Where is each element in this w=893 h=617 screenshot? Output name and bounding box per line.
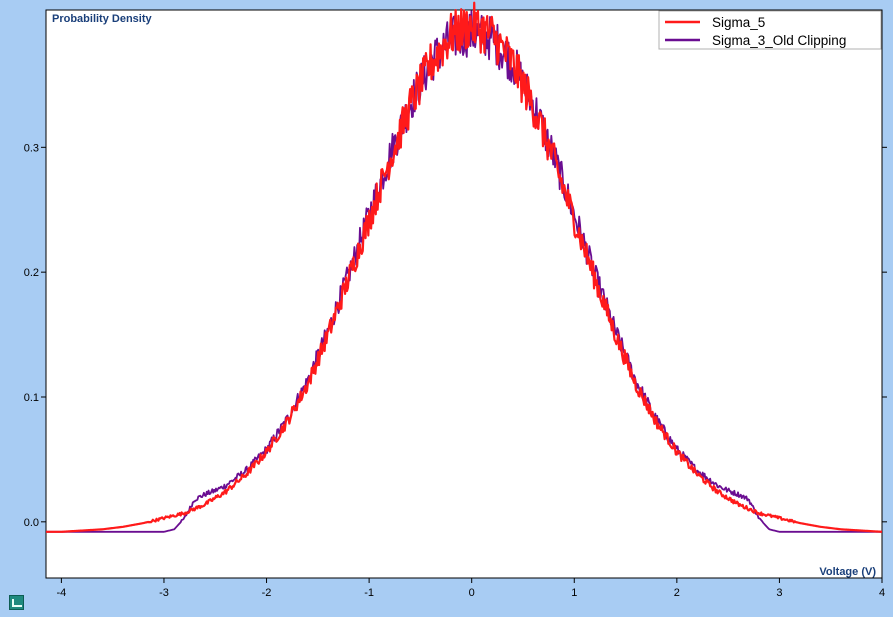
chart-icon[interactable] xyxy=(9,595,24,610)
legend-label: Sigma_3_Old Clipping xyxy=(712,33,846,48)
x-tick-label: 1 xyxy=(571,587,577,599)
legend-label: Sigma_5 xyxy=(712,15,765,30)
x-tick-label: 3 xyxy=(776,587,782,599)
series-line-sigma-5 xyxy=(45,1,883,533)
x-tick-label: -3 xyxy=(159,587,169,599)
tick-layer: -4 -3 -2 -1 0 1 2 3 4 0.0 0.1 0.2 0.3 xyxy=(24,142,887,599)
x-tick-label: 4 xyxy=(879,587,885,599)
y-axis-title: Probability Density xyxy=(52,13,153,25)
legend[interactable]: Sigma_5 Sigma_3_Old Clipping xyxy=(658,10,882,50)
x-tick-label: 2 xyxy=(674,587,680,599)
x-tick-label: -1 xyxy=(364,587,374,599)
y-tick-label: 0.1 xyxy=(24,392,39,404)
series-line-sigma-3-old-clipping xyxy=(46,10,882,533)
y-tick-label: 0.2 xyxy=(24,267,39,279)
x-tick-label: -2 xyxy=(262,587,272,599)
y-tick-label: 0.0 xyxy=(24,517,39,529)
x-tick-label: -4 xyxy=(56,587,66,599)
legend-box xyxy=(658,10,882,50)
x-tick-label: 0 xyxy=(469,587,475,599)
plot-area xyxy=(45,9,883,579)
series-layer xyxy=(45,1,883,533)
y-tick-label: 0.3 xyxy=(24,142,39,154)
x-axis-title: Voltage (V) xyxy=(819,566,876,578)
